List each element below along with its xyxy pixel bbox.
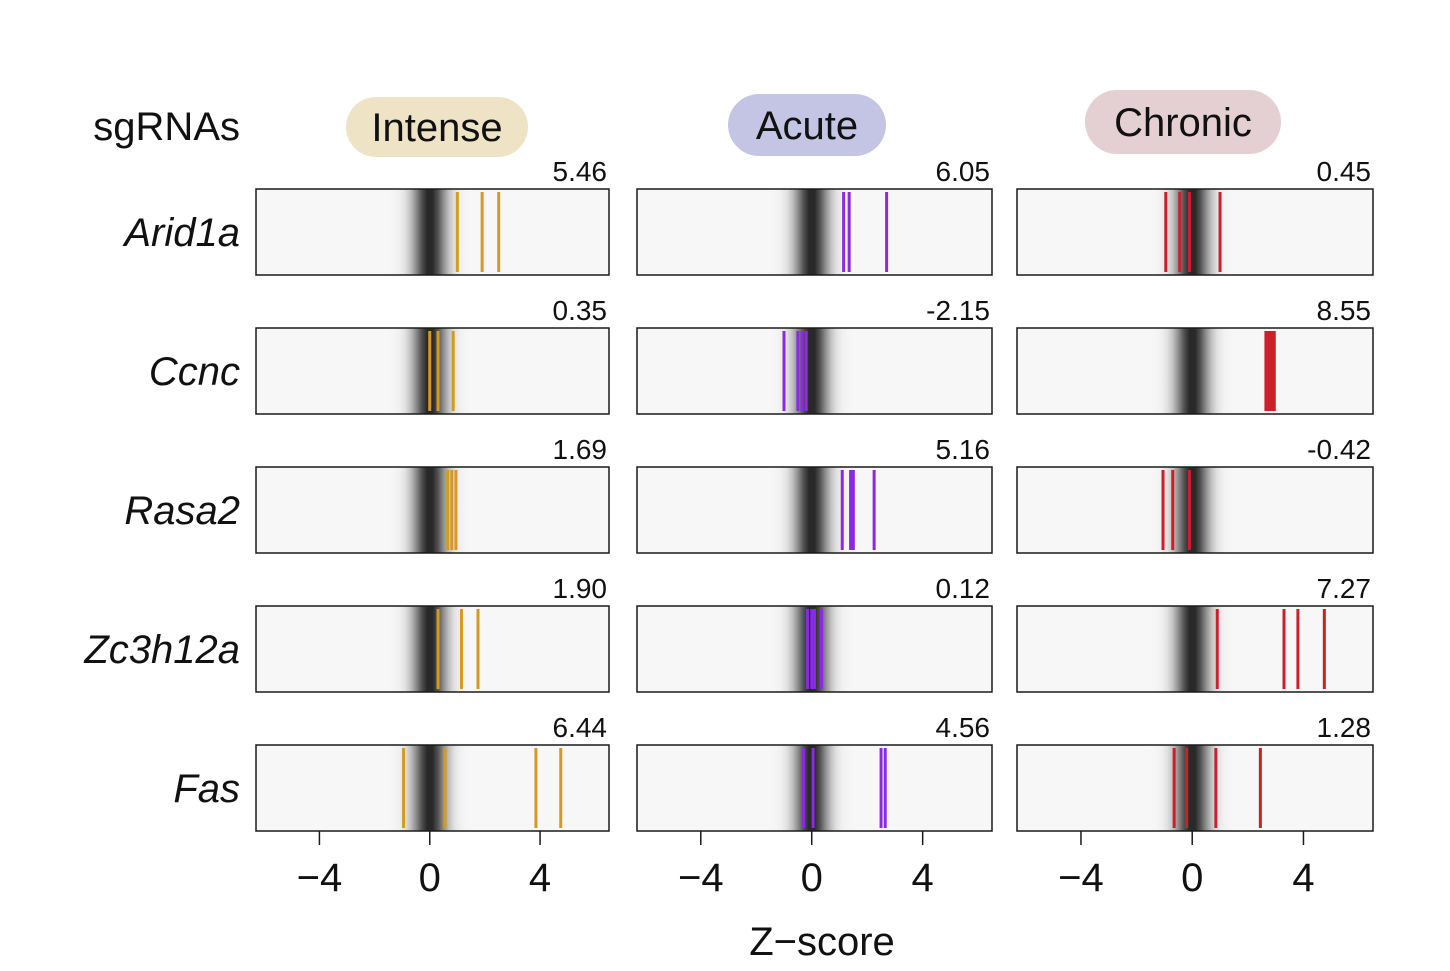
- density-band: [1017, 467, 1373, 553]
- density-band: [1017, 745, 1373, 831]
- density-band: [1017, 328, 1373, 414]
- x-axes: −4 0 4 −4 0 4 −4 0 4: [297, 831, 1315, 900]
- panel-frame: [1016, 466, 1374, 554]
- strip-panel: 4.56: [636, 712, 993, 832]
- condition-label-text: Acute: [756, 104, 858, 148]
- strip-panel: 0.12: [636, 573, 993, 693]
- score-label: 0.45: [1317, 156, 1372, 187]
- strip-panel: -0.42: [1016, 434, 1374, 554]
- score-label: 5.16: [936, 434, 991, 465]
- gene-label: Arid1a: [122, 211, 240, 255]
- condition-label-text: Intense: [371, 106, 502, 150]
- strip-panel: 7.27: [1016, 573, 1374, 693]
- panel-frame: [255, 188, 610, 276]
- x-tick-label: 4: [912, 856, 934, 900]
- density-band: [256, 189, 609, 275]
- x-tick-label: 4: [529, 856, 551, 900]
- score-label: 1.90: [553, 573, 608, 604]
- score-label: -0.42: [1307, 434, 1371, 465]
- strip-panel: 1.69: [255, 434, 610, 554]
- score-label: -2.15: [926, 295, 990, 326]
- x-tick-label: 0: [801, 856, 823, 900]
- density-band: [256, 606, 609, 692]
- density-band: [637, 189, 992, 275]
- condition-label: Intense: [346, 97, 528, 157]
- panel-frame: [636, 605, 993, 693]
- panel-frame: [636, 327, 993, 415]
- gene-label: Fas: [173, 767, 240, 811]
- density-band: [1017, 189, 1373, 275]
- score-label: 7.27: [1317, 573, 1372, 604]
- panel-frame: [255, 327, 610, 415]
- score-label: 0.12: [936, 573, 991, 604]
- condition-label-pill: [728, 94, 886, 156]
- panel-frame: [255, 605, 610, 693]
- x-tick-label: −4: [1058, 856, 1104, 900]
- x-tick-label: −4: [678, 856, 724, 900]
- score-label: 8.55: [1317, 295, 1372, 326]
- condition-label: Acute: [728, 94, 886, 156]
- x-tick-label: 0: [1181, 856, 1203, 900]
- condition-labels: Intense Acute Chronic: [346, 90, 1281, 157]
- strip-panel: 0.35: [255, 295, 610, 415]
- panel-frame: [1016, 188, 1374, 276]
- score-label: 6.05: [936, 156, 991, 187]
- strip-panel: -2.15: [636, 295, 993, 415]
- strip-panel: 1.90: [255, 573, 610, 693]
- x-tick-label: −4: [297, 856, 343, 900]
- gene-label: Rasa2: [124, 489, 240, 533]
- density-band: [256, 745, 609, 831]
- panels: 5.46 0.35 1.69 1.90 6.44 6.05 -2.15 5.16 0.12 4.5…: [255, 156, 1374, 832]
- strip-panel: 1.28: [1016, 712, 1374, 832]
- density-band: [256, 328, 609, 414]
- panel-frame: [1016, 327, 1374, 415]
- strip-panel: 6.44: [255, 712, 610, 832]
- density-band: [256, 467, 609, 553]
- score-label: 5.46: [553, 156, 608, 187]
- panel-frame: [1016, 744, 1374, 832]
- condition-label-pill: [346, 97, 528, 157]
- panel-frame: [255, 744, 610, 832]
- panel-frame: [636, 744, 993, 832]
- strip-panel: 5.16: [636, 434, 993, 554]
- x-axis-label: Z−score: [749, 920, 895, 964]
- panel-frame: [636, 188, 993, 276]
- strip-panel: 8.55: [1016, 295, 1374, 415]
- condition-label-text: Chronic: [1114, 101, 1252, 145]
- gene-labels: Arid1a Ccnc Rasa2 Zc3h12a Fas: [83, 211, 240, 811]
- row-header: sgRNAs: [93, 105, 240, 149]
- x-tick-label: 4: [1292, 856, 1314, 900]
- strip-panel: 5.46: [255, 156, 610, 276]
- panel-frame: [636, 466, 993, 554]
- strip-panel: 6.05: [636, 156, 993, 276]
- score-label: 0.35: [553, 295, 608, 326]
- gene-label: Zc3h12a: [83, 628, 240, 672]
- panel-frame: [255, 466, 610, 554]
- score-label: 1.28: [1317, 712, 1372, 743]
- score-label: 6.44: [553, 712, 608, 743]
- density-band: [637, 328, 992, 414]
- strip-panel: 0.45: [1016, 156, 1374, 276]
- density-band: [1017, 606, 1373, 692]
- condition-label: Chronic: [1085, 90, 1281, 154]
- score-label: 4.56: [936, 712, 991, 743]
- x-tick-label: 0: [419, 856, 441, 900]
- panel-frame: [1016, 605, 1374, 693]
- condition-label-pill: [1085, 90, 1281, 154]
- score-label: 1.69: [553, 434, 608, 465]
- density-band: [637, 467, 992, 553]
- gene-label: Ccnc: [149, 350, 240, 394]
